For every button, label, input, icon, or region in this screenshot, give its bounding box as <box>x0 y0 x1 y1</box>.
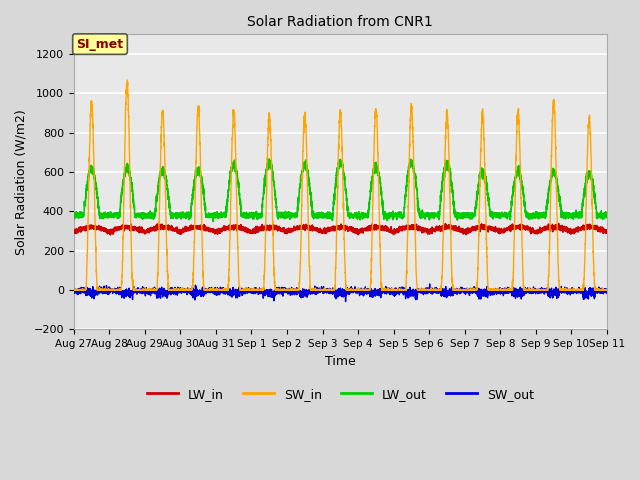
LW_out <box>70 210 77 216</box>
LW_out <box>431 214 438 220</box>
LW_in <box>70 229 77 235</box>
LW_out <box>603 214 611 220</box>
SW_out <box>460 287 468 292</box>
LW_in <box>107 232 115 238</box>
LW_in <box>430 226 438 232</box>
LW_in <box>603 230 611 236</box>
LW_in <box>321 225 328 231</box>
SW_in <box>460 287 468 293</box>
X-axis label: Time: Time <box>325 355 356 368</box>
SW_in <box>603 287 611 293</box>
LW_out <box>209 218 217 224</box>
LW_out <box>490 212 498 218</box>
SW_in <box>431 287 438 292</box>
LW_out <box>321 213 328 218</box>
SW_out <box>426 281 433 287</box>
SW_out <box>603 288 611 294</box>
Line: LW_out: LW_out <box>74 159 607 221</box>
SW_out <box>321 288 328 294</box>
SW_out <box>70 287 77 292</box>
LW_in <box>490 225 498 230</box>
SW_in <box>490 287 498 293</box>
Line: SW_out: SW_out <box>74 284 607 301</box>
LW_in <box>603 230 611 236</box>
LW_in <box>166 227 173 232</box>
SW_out <box>342 299 349 304</box>
LW_out <box>460 213 468 218</box>
LW_out <box>266 156 273 162</box>
SW_in <box>124 77 131 83</box>
SW_in <box>321 287 328 293</box>
SW_in <box>166 287 173 293</box>
Line: SW_in: SW_in <box>74 80 607 290</box>
Title: Solar Radiation from CNR1: Solar Radiation from CNR1 <box>248 15 433 29</box>
SW_in <box>70 287 77 293</box>
SW_in <box>70 287 77 293</box>
Text: SI_met: SI_met <box>76 37 124 50</box>
Line: LW_in: LW_in <box>74 224 607 235</box>
SW_out <box>431 289 438 295</box>
LW_out <box>166 200 173 206</box>
SW_in <box>603 287 611 292</box>
Y-axis label: Solar Radiation (W/m2): Solar Radiation (W/m2) <box>15 109 28 255</box>
Legend: LW_in, SW_in, LW_out, SW_out: LW_in, SW_in, LW_out, SW_out <box>142 383 539 406</box>
SW_out <box>603 289 611 295</box>
LW_in <box>555 221 563 227</box>
LW_out <box>603 215 611 220</box>
LW_in <box>460 229 468 235</box>
SW_out <box>490 287 498 292</box>
SW_out <box>166 287 173 293</box>
